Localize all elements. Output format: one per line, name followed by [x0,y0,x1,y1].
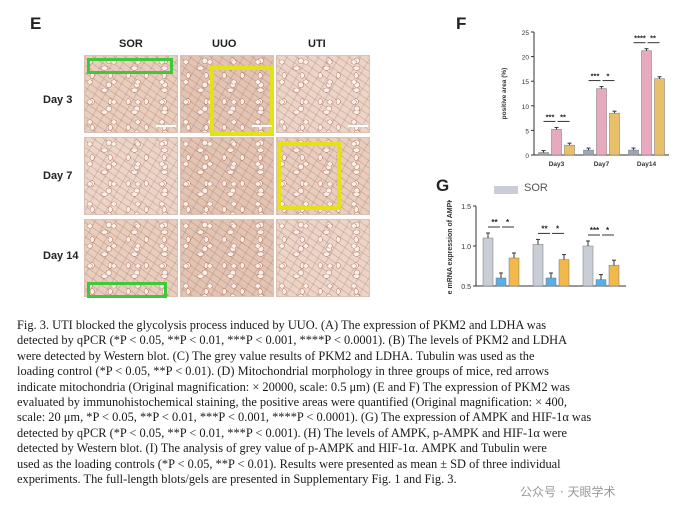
sig-label: * [506,218,510,227]
highlight-box-yellow-uti [277,142,341,210]
column-header-uuo: UUO [212,38,237,50]
bar [596,88,607,156]
ihc-image-uuo-day14 [180,219,274,297]
bar [508,257,520,287]
row-label-day3: Day 3 [43,94,73,106]
highlight-box-yellow-uuo [210,66,274,136]
bar [564,144,575,156]
bar [641,50,652,156]
sig-label: * [607,72,610,81]
ihc-image-uti-day7 [276,137,370,215]
sig-label: *** [546,112,555,121]
bar [654,78,665,156]
caption-line: loading control (*P < 0.05, **P < 0.01).… [17,364,549,379]
caption-line: detected by qPCR (*P < 0.05, **P < 0.01,… [17,425,568,440]
bar [545,277,557,287]
highlight-box-green-bottom [87,282,167,298]
y-tick-label: 1.0 [461,244,471,251]
caption-line: detected by qPCR (*P < 0.05, **P < 0.01,… [17,333,568,348]
highlight-box-green-top [87,58,173,74]
caption-line: Fig. 3. UTI blocked the glycolysis proce… [17,318,547,332]
figure-caption: Fig. 3. UTI blocked the glycolysis proce… [17,318,679,487]
bar [495,277,507,287]
sig-label: **** [634,34,646,43]
legend-swatch-sor [494,186,518,194]
ihc-image-uti-day14 [276,219,370,297]
watermark: 公众号 · 天眼学术 [520,485,616,499]
y-axis-label: positive area (%) [501,68,508,120]
caption-line: indicate mitochondria (Original magnific… [17,379,570,394]
ihc-image-uuo-day7 [180,137,274,215]
column-header-uti: UTI [308,38,326,50]
bar [538,152,549,156]
bar [582,245,594,287]
y-tick-label: 20 [522,55,530,62]
y-tick-label: 15 [522,79,530,86]
sig-label: ** [491,218,498,227]
y-tick-label: 1.5 [461,204,471,211]
ihc-image-sor-day7 [84,137,178,215]
ihc-image-uti-day3 [276,55,370,133]
x-category-label: Day14 [637,161,657,168]
bar [608,264,620,287]
caption-line: used as the loading controls (*P < 0.05,… [17,456,561,471]
y-tick-label: 0 [525,153,529,160]
caption-line: were detected by Western blot. (C) The g… [17,348,535,363]
scale-bar [156,125,176,127]
legend-label-sor: SOR [524,182,548,194]
bar [482,237,494,287]
column-header-sor: SOR [119,38,143,50]
bar [558,259,570,287]
sig-label: ** [650,34,656,43]
x-category-label: Day7 [594,161,610,168]
bar [609,112,620,156]
panel-f-letter: F [456,14,467,33]
panel-g-letter: G [436,176,450,195]
scale-bar [348,125,368,127]
sig-label: ** [541,224,548,233]
y-axis-label: e mRNA expression of AMPK [447,200,454,294]
caption-line: experiments. The full-length blots/gels … [17,472,457,487]
row-label-day7: Day 7 [43,170,73,182]
bar [532,244,544,287]
sig-label: ** [560,112,566,121]
bar [595,279,607,287]
bar [628,149,639,156]
caption-line: scale: 20 μm, *P < 0.05, **P < 0.01, ***… [17,410,592,425]
bar [583,149,594,156]
panel-g-bar-chart: 0.51.01.5e mRNA expression of AMPK ** *** *… [447,200,626,294]
scale-bar [252,125,272,127]
y-tick-label: 0.5 [461,284,471,291]
sig-label: *** [591,72,600,81]
y-tick-label: 10 [522,104,530,111]
caption-line: detected by Western blot. (I) The analys… [17,441,547,456]
caption-line: evaluated by immunohistochemical stainin… [17,395,567,410]
y-tick-label: 5 [525,128,529,135]
x-category-label: Day3 [549,161,565,168]
row-label-day14: Day 14 [43,250,79,262]
bar [551,129,562,156]
y-tick-label: 25 [522,30,530,37]
ihc-image-sor-day3 [84,55,178,133]
sig-label: * [606,226,610,235]
sig-label: *** [590,226,600,235]
sig-label: * [556,224,560,233]
panel-e-letter: E [30,14,42,33]
